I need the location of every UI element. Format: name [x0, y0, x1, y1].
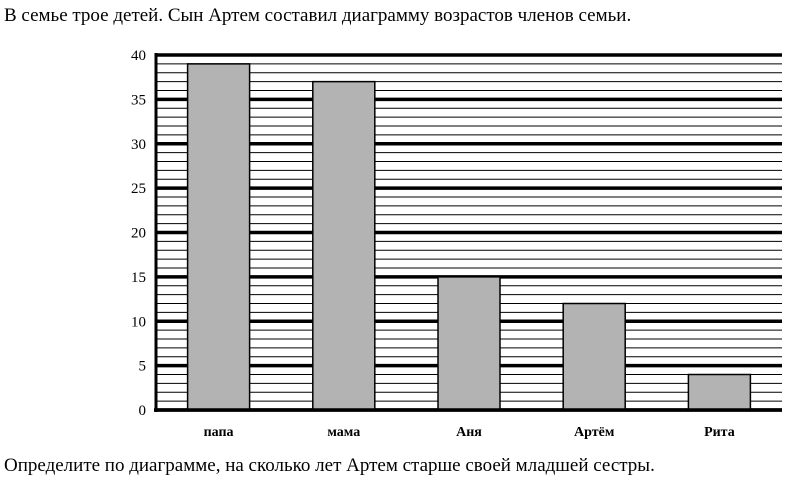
y-tick-label: 30 — [131, 137, 146, 153]
x-category-label: папа — [204, 425, 234, 440]
y-tick-label: 5 — [139, 359, 147, 375]
y-tick-label: 40 — [131, 48, 146, 64]
y-tick-label: 25 — [131, 181, 146, 197]
y-tick-label: 15 — [131, 270, 146, 286]
bar-2 — [437, 276, 501, 411]
y-tick-labels: 0 5 10 15 20 25 30 35 40 — [131, 48, 146, 419]
chart-bars — [186, 63, 752, 411]
intro-text: В семье трое детей. Сын Артем составил д… — [4, 5, 632, 26]
y-tick-label: 10 — [131, 314, 146, 330]
bar-4 — [687, 373, 752, 411]
y-tick-label: 20 — [131, 226, 146, 242]
x-category-label: Артём — [574, 425, 615, 440]
chart-axes — [154, 53, 782, 412]
y-tick-label: 0 — [139, 403, 147, 419]
x-category-label: Аня — [456, 425, 482, 440]
x-category-labels: папа мама Аня Артём Рита — [204, 425, 735, 440]
bar-3 — [562, 302, 626, 411]
y-tick-label: 35 — [131, 92, 146, 108]
x-category-label: мама — [327, 425, 360, 440]
question-text: Определите по диаграмме, на сколько лет … — [4, 455, 655, 476]
x-category-label: Рита — [704, 425, 735, 440]
bar-1 — [312, 80, 376, 411]
bar-0 — [186, 63, 251, 411]
